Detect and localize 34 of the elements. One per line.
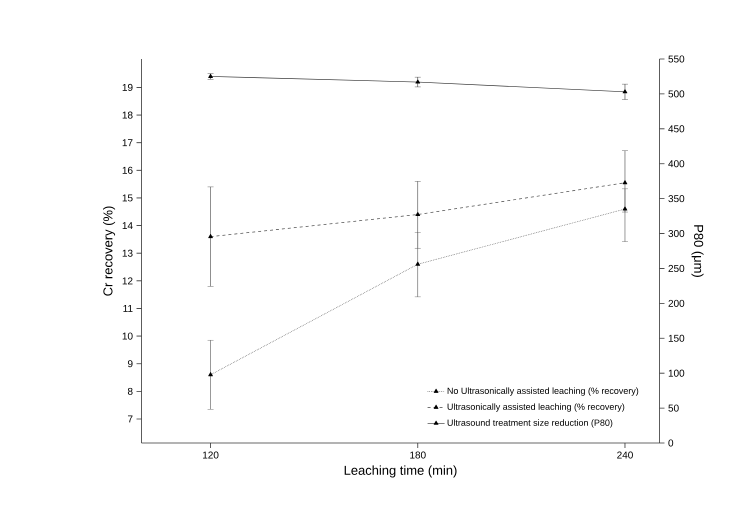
y2-tick-label: 550 (668, 55, 684, 63)
x-tick-label: 120 (203, 452, 218, 459)
y2-tick-label: 400 (668, 160, 684, 168)
y-tick-label: 9 (128, 360, 133, 368)
y-tick-label: 18 (122, 112, 133, 119)
x-tick-label: 240 (617, 452, 633, 459)
y-tick-label: 13 (122, 250, 133, 257)
y-tick-label: 15 (122, 194, 133, 202)
legend-label: Ultrasonically assisted leaching (% recovery) (448, 403, 624, 412)
y2-tick-label: 50 (668, 404, 679, 412)
y2-tick-label: 300 (668, 230, 684, 238)
legend-label: No Ultrasonically assisted leaching (% recovery) (448, 387, 638, 396)
y2-tick-label: 150 (668, 334, 684, 342)
y2-tick-label: 350 (668, 195, 684, 202)
y2-tick-label: 100 (668, 370, 684, 377)
y-axis-title: Cr recovery (%) (103, 206, 116, 296)
y2-tick-label: 450 (668, 125, 684, 132)
y-tick-label: 11 (123, 305, 133, 312)
x-tick-label: 180 (410, 452, 426, 459)
y2-tick-label: 200 (668, 300, 684, 307)
y2-axis-title: P80 (μm) (691, 225, 704, 277)
y-tick-label: 10 (122, 332, 133, 340)
y2-tick-label: 0 (668, 439, 674, 447)
y-tick-label: 7 (128, 416, 133, 422)
y-tick-label: 14 (122, 222, 133, 230)
x-axis-title: Leaching time (min) (344, 465, 457, 478)
y-tick-label: 17 (122, 139, 133, 146)
legend-label: Ultrasound treatment size reduction (P80) (448, 419, 612, 428)
y2-tick-label: 250 (668, 264, 684, 272)
y-tick-label: 19 (122, 84, 133, 91)
y-tick-label: 16 (122, 166, 133, 174)
y-tick-label: 12 (122, 277, 133, 284)
y2-tick-label: 500 (668, 90, 684, 98)
y-tick-label: 8 (128, 388, 133, 395)
